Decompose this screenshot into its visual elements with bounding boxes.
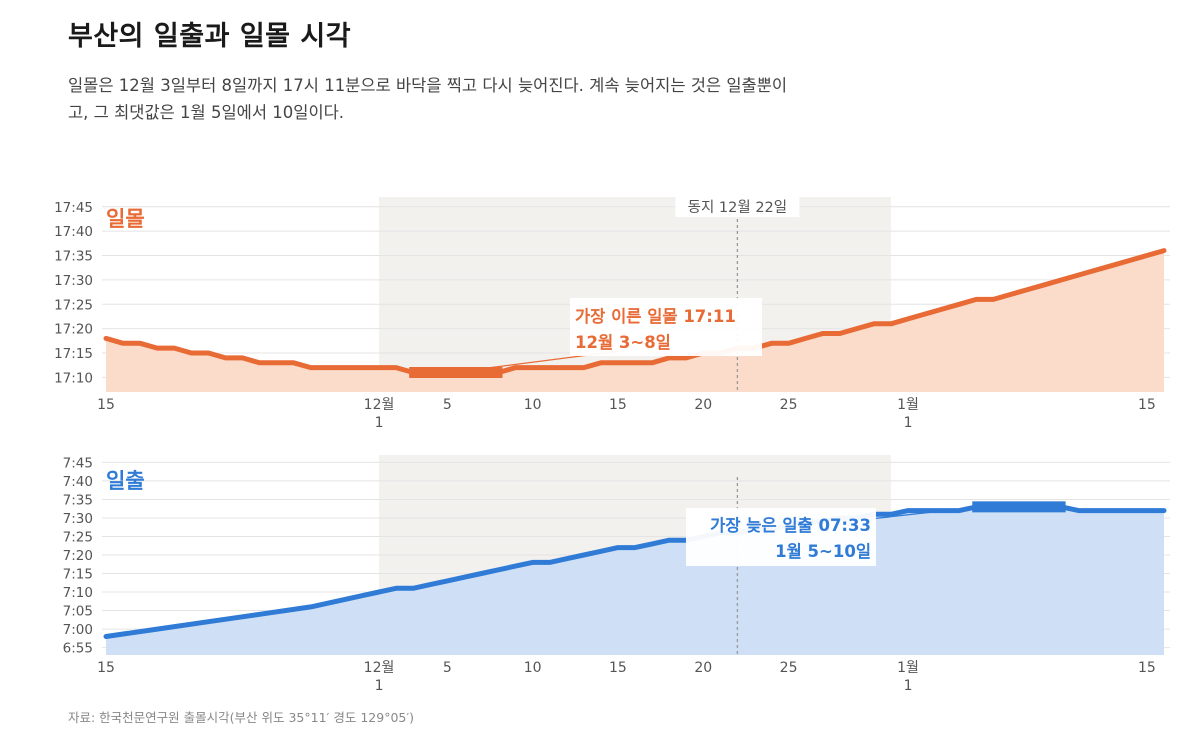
x-tick-label: 15 bbox=[1138, 397, 1156, 413]
x-tick-label-secondary: 1 bbox=[904, 415, 913, 431]
series-area bbox=[106, 250, 1164, 392]
x-tick-label: 15 bbox=[1138, 660, 1156, 676]
series-area bbox=[106, 506, 1164, 655]
x-tick-label-secondary: 1 bbox=[904, 678, 913, 694]
x-tick-label: 10 bbox=[524, 660, 542, 676]
annotation-box bbox=[570, 298, 762, 356]
highlight-bar bbox=[972, 501, 1066, 513]
page-subtitle: 일몰은 12월 3일부터 8일까지 17시 11분으로 바닥을 찍고 다시 늦어… bbox=[68, 76, 788, 122]
x-tick-label: 12월 bbox=[364, 397, 395, 413]
y-tick-label: 7:20 bbox=[63, 548, 93, 564]
x-tick-label: 1월 bbox=[897, 397, 919, 413]
x-tick-label: 20 bbox=[694, 397, 712, 413]
sunset-min-annotation: 가장 이른 일몰 17:11 bbox=[575, 307, 736, 326]
highlight-bar bbox=[409, 367, 503, 378]
x-tick-label: 5 bbox=[443, 397, 452, 413]
y-tick-label: 17:30 bbox=[54, 273, 93, 289]
x-tick-label-secondary: 1 bbox=[375, 415, 384, 431]
x-tick-label: 20 bbox=[694, 660, 712, 676]
x-tick-label: 25 bbox=[780, 660, 798, 676]
y-tick-label: 7:10 bbox=[63, 585, 93, 601]
y-tick-label: 17:45 bbox=[54, 200, 93, 216]
y-tick-label: 7:25 bbox=[63, 529, 93, 545]
solstice-label-bg bbox=[675, 195, 800, 217]
y-tick-label: 7:00 bbox=[63, 622, 93, 638]
sunset-min-annotation-dates: 12월 3~8일 bbox=[575, 333, 671, 352]
y-tick-label: 7:15 bbox=[63, 567, 93, 583]
x-tick-label: 12월 bbox=[364, 660, 395, 676]
x-tick-label: 15 bbox=[97, 660, 115, 676]
series-label: 일몰 bbox=[106, 207, 145, 231]
y-tick-label: 7:05 bbox=[63, 604, 93, 620]
annotation-box bbox=[686, 508, 876, 566]
y-tick-label: 17:20 bbox=[54, 322, 93, 338]
page-title: 부산의 일출과 일몰 시각 bbox=[68, 21, 352, 52]
source-note: 자료: 한국천문연구원 출몰시각(부산 위도 35°11′ 경도 129°05′… bbox=[68, 710, 415, 725]
y-tick-label: 17:15 bbox=[54, 346, 93, 362]
y-tick-label: 7:35 bbox=[63, 492, 93, 508]
sunrise-max-annotation: 가장 늦은 일출 07:33 bbox=[710, 516, 871, 535]
y-tick-label: 6:55 bbox=[63, 641, 93, 657]
x-tick-label: 15 bbox=[609, 660, 627, 676]
y-tick-label: 17:40 bbox=[54, 224, 93, 240]
y-tick-label: 17:10 bbox=[54, 370, 93, 386]
y-tick-label: 7:30 bbox=[63, 511, 93, 527]
sunset-panel: 17:10 17:15 17:20 17:25 17:30 17:35 17:40 17:45… bbox=[54, 195, 1170, 431]
x-tick-label: 25 bbox=[780, 397, 798, 413]
y-tick-label: 17:35 bbox=[54, 249, 93, 265]
x-tick-label: 5 bbox=[443, 660, 452, 676]
annotation-leader bbox=[869, 505, 990, 520]
sunrise-panel: 6:55 7:00 7:05 7:10 7:15 7:20 7:25 7:30 7:35 7:40… bbox=[63, 455, 1170, 694]
sunrise-max-annotation-dates: 1월 5~10일 bbox=[775, 542, 871, 561]
series-line bbox=[103, 248, 1167, 375]
x-tick-label: 10 bbox=[524, 397, 542, 413]
y-tick-label: 7:40 bbox=[63, 474, 93, 490]
series-label: 일출 bbox=[106, 469, 145, 493]
y-tick-label: 7:45 bbox=[63, 455, 93, 471]
x-tick-label: 1월 bbox=[897, 660, 919, 676]
y-tick-label: 17:25 bbox=[54, 297, 93, 313]
solstice-label: 동지 12월 22일 bbox=[688, 199, 787, 216]
x-tick-label: 15 bbox=[97, 397, 115, 413]
x-tick-label: 15 bbox=[609, 397, 627, 413]
x-tick-label-secondary: 1 bbox=[375, 678, 384, 694]
